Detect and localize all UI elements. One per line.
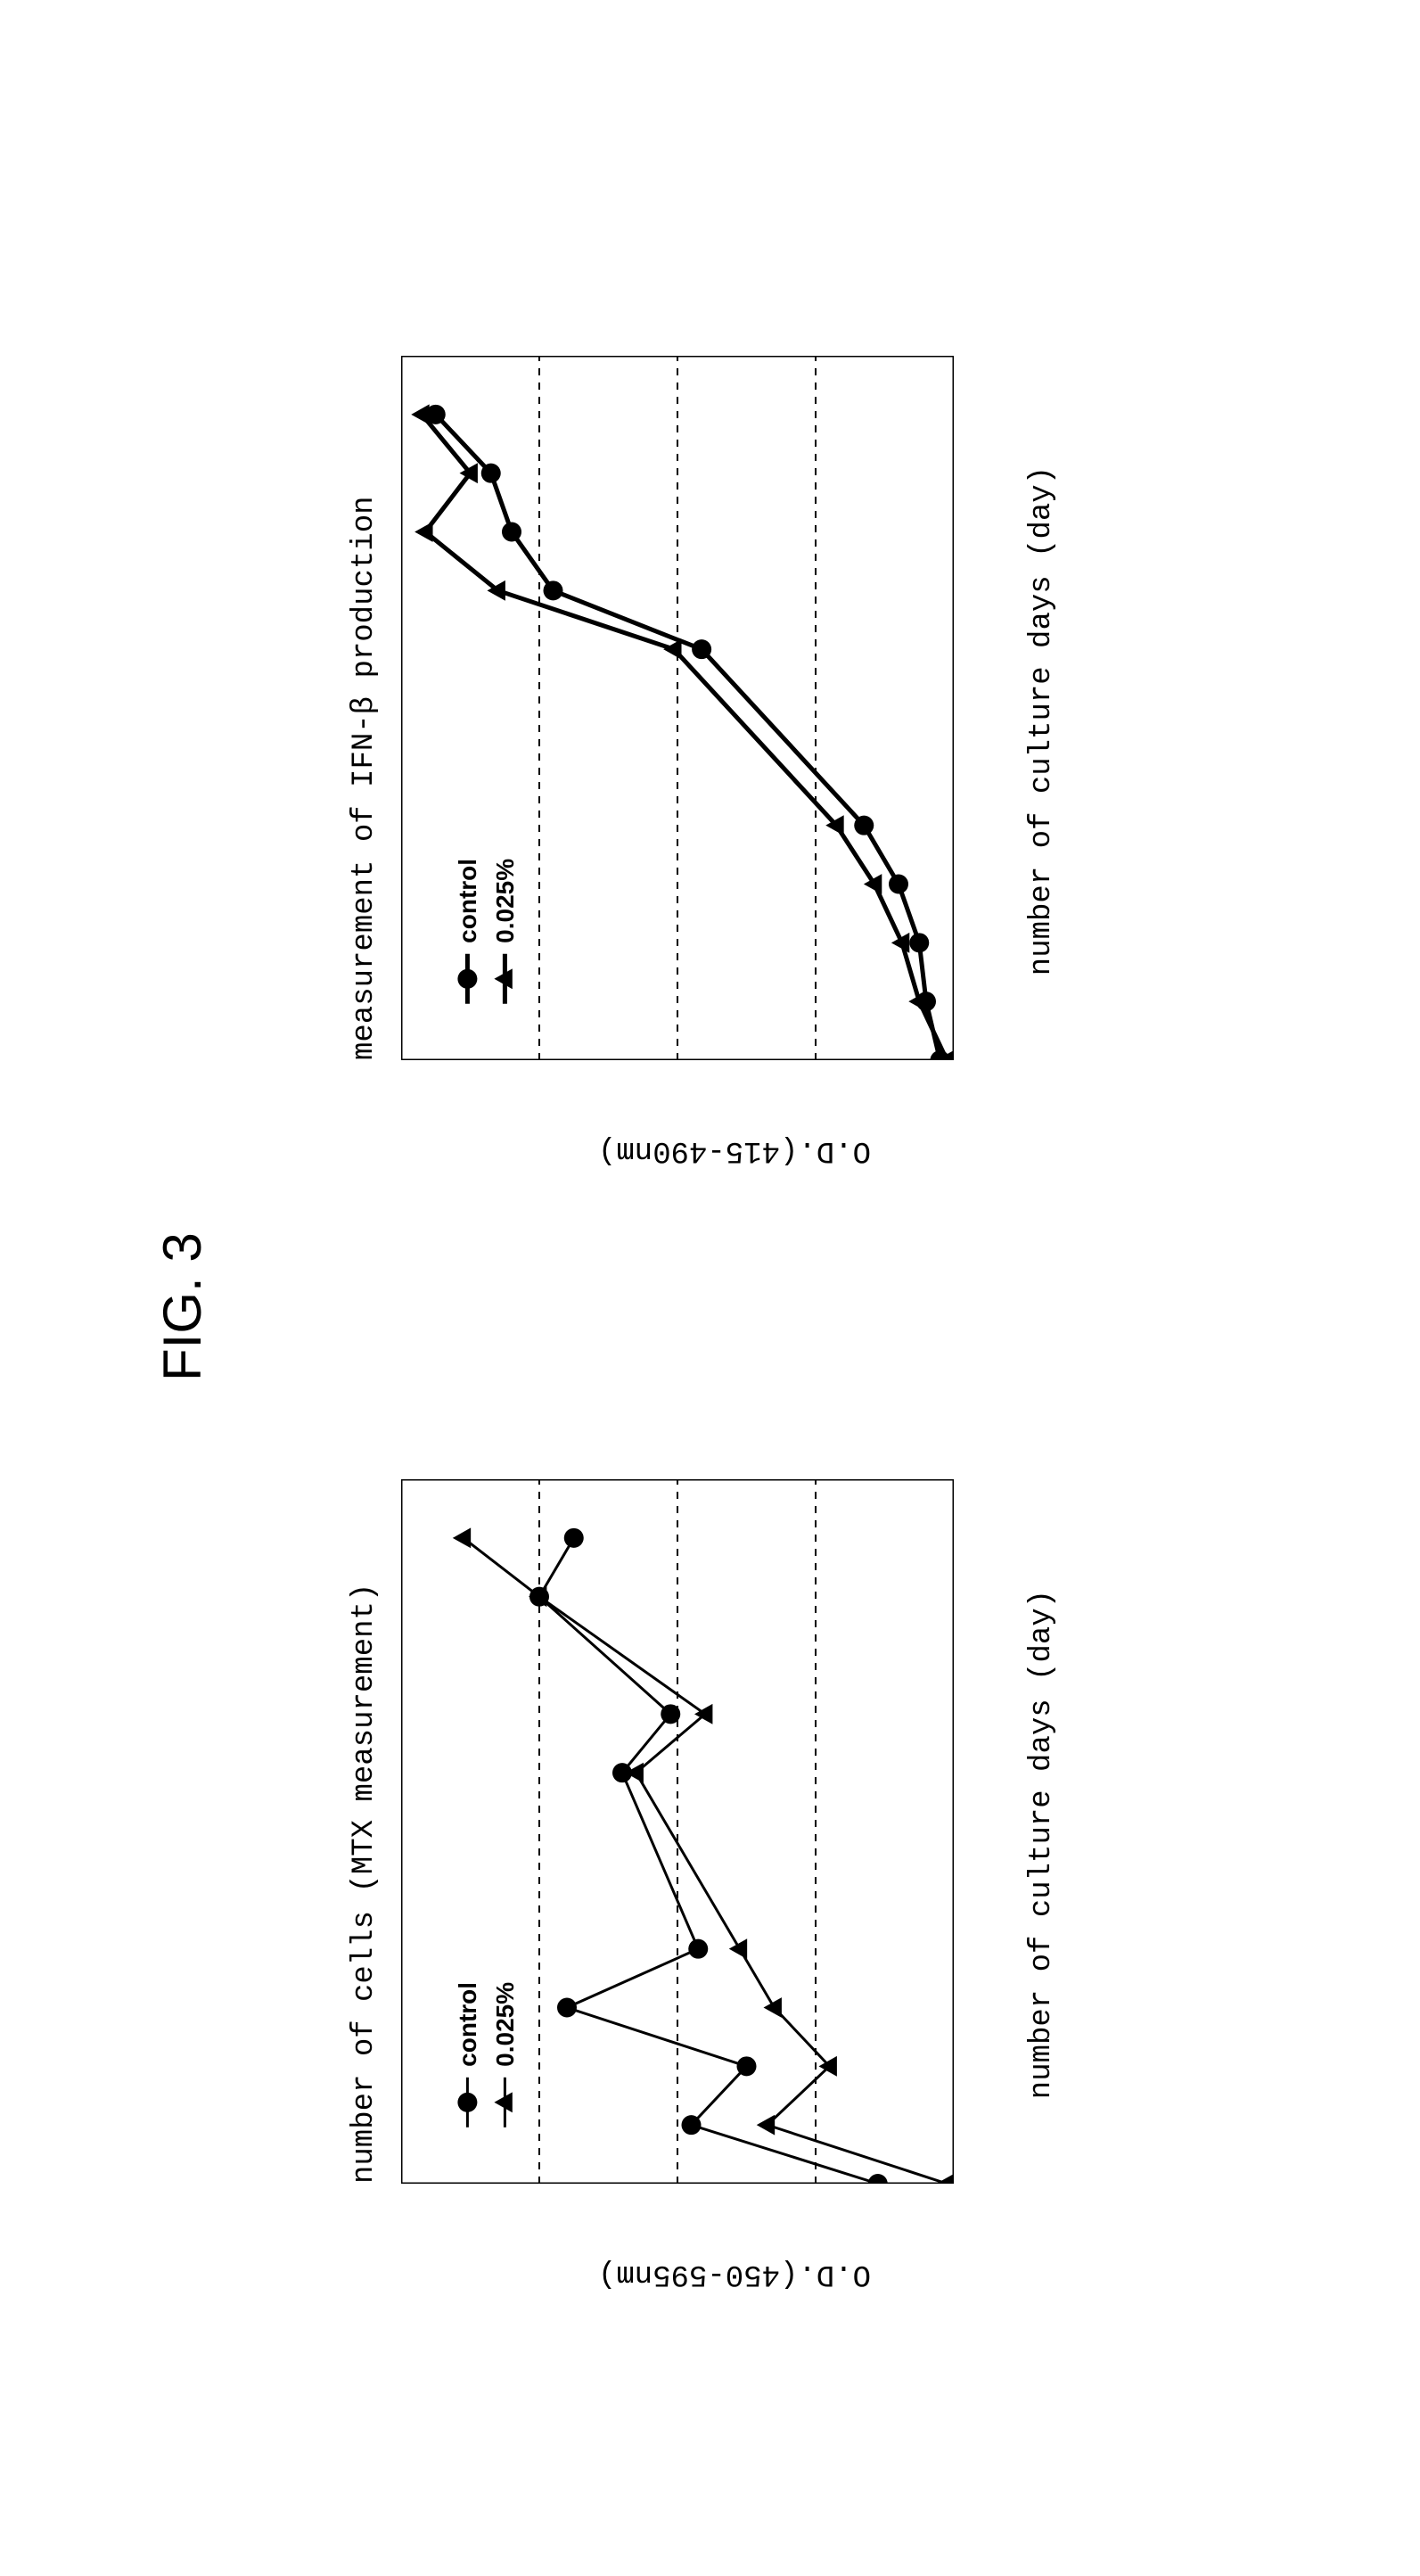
right-y-axis-label: O.D.(415-490nm) <box>598 1133 871 1167</box>
svg-text:control: control <box>454 1982 481 2067</box>
right-x-axis-label: number of culture days (day) <box>1025 466 1059 975</box>
page: FIG. 3 number of cells (MTX measurement)… <box>0 0 1420 2576</box>
figure-rotator: FIG. 3 number of cells (MTX measurement)… <box>0 0 1420 2576</box>
svg-text:0.025%: 0.025% <box>491 1982 519 2067</box>
svg-text:0.025%: 0.025% <box>491 859 519 943</box>
left-y-axis-label: O.D.(450-595nm) <box>598 2257 871 2291</box>
figure-title: FIG. 3 <box>152 1232 213 1381</box>
left-x-axis-label: number of culture days (day) <box>1025 1590 1059 2099</box>
left-chart: 02468101200.20.40.60.8control0.025% <box>401 1479 954 2184</box>
left-panel-title: number of cells (MTX measurement) <box>348 1584 382 2184</box>
right-panel-title: measurement of IFN-β production <box>348 496 382 1060</box>
svg-text:control: control <box>454 859 481 943</box>
right-chart: 02468101200.40.81.21.6control0.025% <box>401 356 954 1060</box>
